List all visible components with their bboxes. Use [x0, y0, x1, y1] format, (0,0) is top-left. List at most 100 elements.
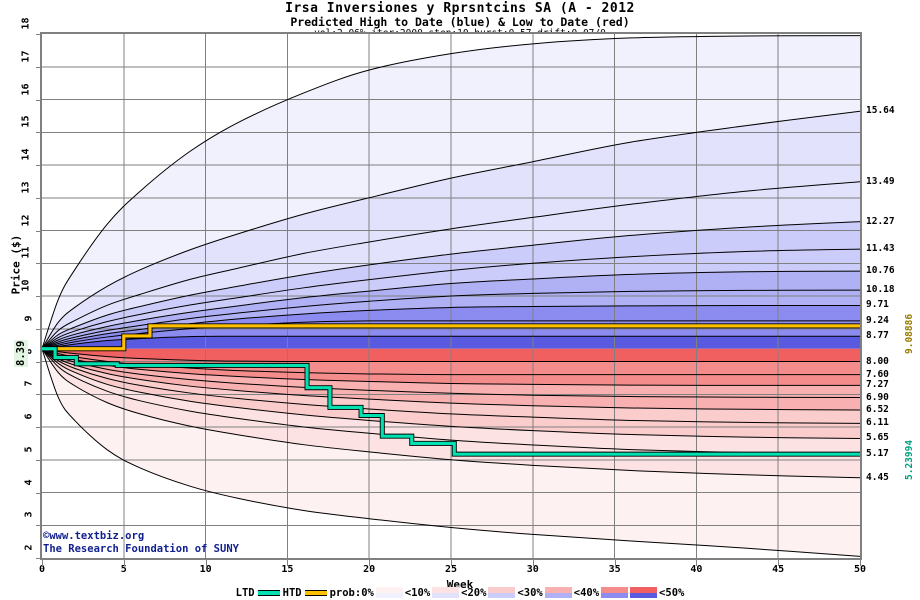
y-tick-14: 14 — [20, 148, 32, 161]
legend-swatch-4 — [601, 587, 629, 598]
y-tick-mark — [36, 66, 42, 68]
organization-text: The Research Foundation of SUNY — [43, 543, 239, 555]
right-label-12.27: 12.27 — [866, 215, 895, 227]
y-tick-9: 9 — [23, 315, 35, 322]
x-tick-mark — [696, 560, 698, 566]
y-tick-17: 17 — [20, 50, 32, 63]
legend-item-30: <30% — [517, 586, 543, 599]
right-label-6.52: 6.52 — [866, 403, 889, 415]
legend-ltd-swatch — [257, 589, 280, 596]
right-label-5.65: 5.65 — [866, 432, 889, 444]
x-tick-35: 35 — [608, 564, 621, 575]
x-tick-10: 10 — [199, 564, 212, 575]
legend-item-10: <10% — [404, 586, 431, 599]
legend-ltd-label: LTD — [235, 586, 255, 599]
right-label-8.00: 8.00 — [866, 355, 889, 367]
legend-swatch-1 — [432, 587, 460, 598]
x-tick-40: 40 — [690, 564, 703, 575]
y-tick-5: 5 — [23, 446, 35, 453]
y-tick-16: 16 — [20, 82, 32, 96]
low-to-date-value: 5.23994 — [904, 439, 915, 480]
x-tick-0: 0 — [38, 564, 46, 575]
right-label-6.11: 6.11 — [866, 417, 889, 429]
x-tick-5: 5 — [120, 564, 127, 575]
y-tick-11: 11 — [20, 246, 32, 259]
y-tick-mark — [36, 296, 42, 297]
y-tick-mark — [36, 34, 42, 35]
y-tick-2: 2 — [23, 544, 35, 551]
right-label-15.64: 15.64 — [866, 105, 895, 117]
right-label-4.45: 4.45 — [866, 471, 889, 483]
legend-swatch-max — [630, 587, 658, 598]
y-tick-mark — [36, 525, 42, 527]
legend-swatch-2 — [488, 587, 516, 598]
start-price-label: 8.39 — [14, 339, 28, 367]
y-tick-mark — [36, 132, 42, 134]
x-tick-50: 50 — [853, 564, 867, 575]
y-tick-mark — [36, 263, 42, 265]
right-label-10.18: 10.18 — [866, 284, 895, 296]
x-tick-mark — [123, 560, 125, 566]
legend-item-20: <20% — [461, 586, 487, 599]
y-tick-18: 18 — [20, 17, 32, 30]
right-label-7.60: 7.60 — [866, 368, 889, 380]
right-label-7.27: 7.27 — [866, 379, 889, 391]
right-label-11.43: 11.43 — [866, 243, 895, 255]
x-tick-mark — [369, 560, 371, 566]
chart-subtitle: Predicted High to Date (blue) & Low to D… — [290, 15, 630, 29]
x-tick-mark — [532, 560, 534, 566]
legend-swatch-3 — [544, 587, 572, 598]
copyright-text: ©www.textbiz.org — [43, 530, 145, 542]
legend-htd-label: HTD — [282, 586, 302, 599]
y-tick-6: 6 — [23, 413, 35, 420]
legend-item-40: <40% — [573, 586, 600, 599]
y-tick-10: 10 — [20, 279, 32, 292]
legend-band-swatches: <10% <20% <30% <40% <50% — [375, 587, 685, 599]
y-tick-15: 15 — [20, 115, 32, 128]
x-tick-mark — [614, 560, 616, 566]
y-tick-mark — [36, 492, 42, 494]
right-label-6.90: 6.90 — [866, 391, 889, 403]
y-tick-mark — [36, 230, 42, 232]
x-tick-45: 45 — [772, 564, 785, 575]
x-tick-20: 20 — [363, 564, 376, 575]
y-tick-13: 13 — [20, 181, 32, 194]
legend-item-50: <50% — [659, 586, 685, 599]
y-tick-3: 3 — [23, 511, 35, 518]
x-tick-mark — [451, 560, 452, 566]
plot-canvas — [42, 34, 860, 558]
x-tick-mark — [860, 560, 861, 566]
legend-prob-label: prob:0% — [329, 586, 374, 599]
right-label-8.77: 8.77 — [866, 330, 889, 342]
y-axis-label: Price ($) — [9, 234, 23, 295]
right-label-5.17: 5.17 — [866, 448, 889, 460]
x-tick-mark — [778, 560, 780, 566]
x-tick-15: 15 — [281, 564, 294, 575]
y-tick-mark — [36, 328, 42, 330]
x-tick-25: 25 — [444, 564, 458, 575]
right-label-10.76: 10.76 — [866, 265, 895, 277]
plot-area — [40, 32, 862, 560]
right-label-9.24: 9.24 — [866, 314, 889, 326]
right-label-13.49: 13.49 — [866, 175, 895, 187]
x-tick-mark — [205, 560, 207, 566]
legend-swatch-0 — [375, 587, 403, 598]
y-tick-mark — [36, 394, 42, 396]
y-tick-12: 12 — [20, 213, 32, 227]
right-label-9.71: 9.71 — [866, 299, 889, 311]
y-tick-mark — [36, 558, 42, 559]
y-tick-mark — [36, 165, 42, 166]
y-tick-mark — [36, 459, 42, 461]
x-tick-mark — [42, 560, 43, 566]
legend-htd-swatch — [304, 589, 327, 596]
y-tick-mark — [36, 427, 42, 428]
high-to-date-value: 9.08886 — [904, 313, 915, 354]
y-tick-4: 4 — [23, 478, 35, 486]
y-tick-mark — [36, 99, 42, 101]
chart-legend: LTD HTD prob:0% <10% <20% <30% <40% <50% — [0, 586, 920, 599]
y-tick-mark — [36, 197, 42, 199]
y-tick-mark — [36, 361, 42, 363]
x-tick-30: 30 — [526, 564, 539, 575]
x-tick-mark — [287, 560, 289, 566]
